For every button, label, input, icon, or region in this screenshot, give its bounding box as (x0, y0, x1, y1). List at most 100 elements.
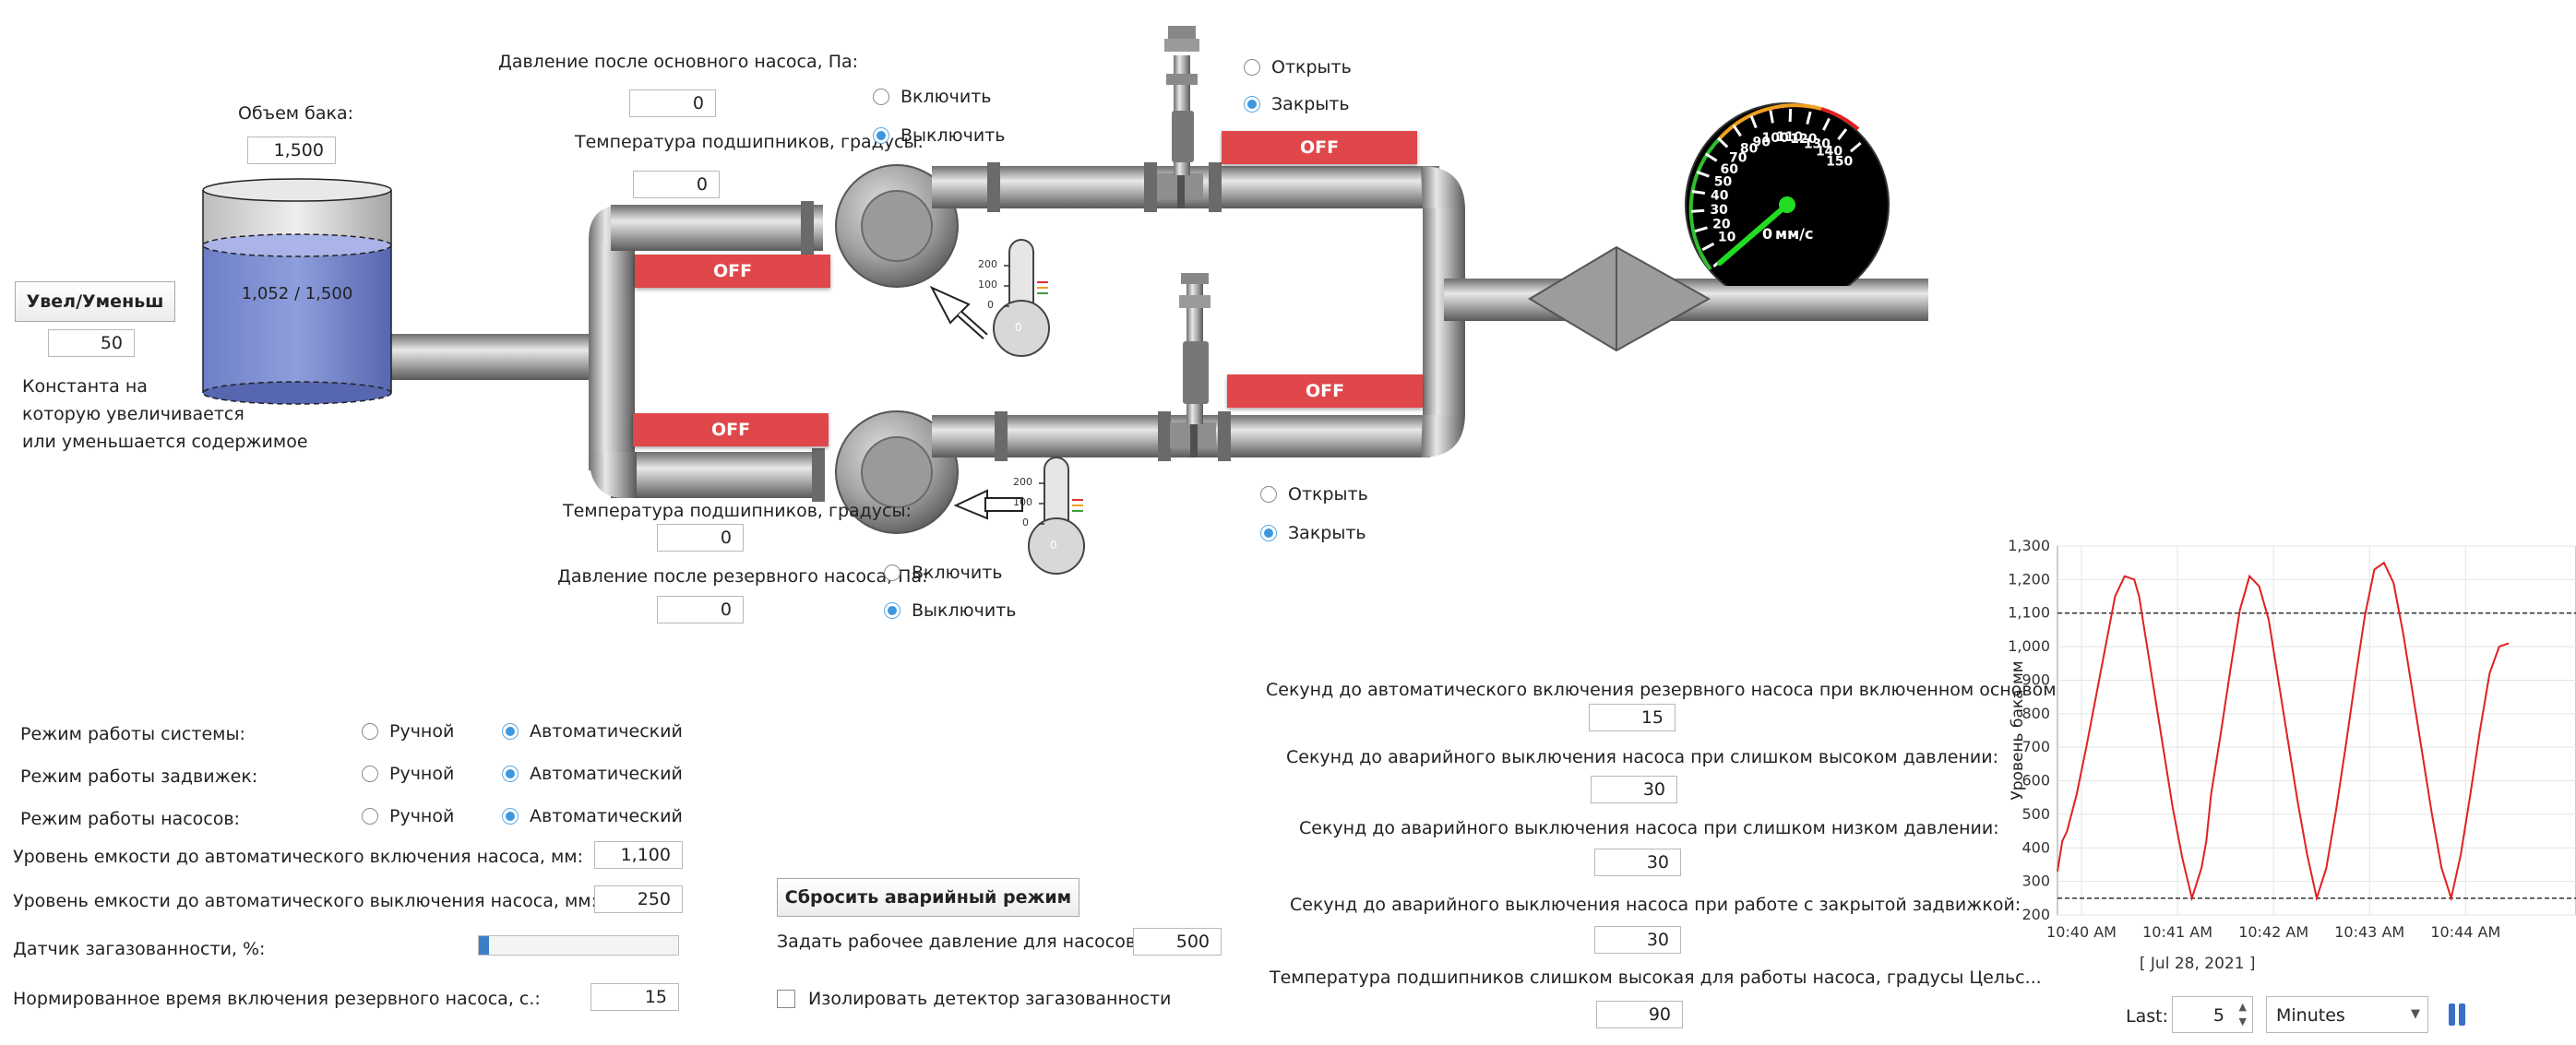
gauge-tick (1732, 124, 1742, 137)
pause-icon[interactable] (2449, 1003, 2467, 1027)
valves-mode-manual-radio[interactable]: Ручной (362, 764, 454, 784)
bottom-valve-status: OFF (1227, 374, 1423, 408)
chart-xlabel: [ Jul 28, 2021 ] (2140, 955, 2256, 973)
chart-plot-area (2057, 545, 2576, 916)
main-bearing-temp-field[interactable]: 0 (633, 171, 720, 198)
gauge-label: 120 (1790, 132, 1817, 147)
system-mode-auto-radio[interactable]: Автоматический (502, 721, 683, 742)
spinner-up-icon[interactable]: ▲ (2238, 1001, 2247, 1013)
isolate-detector-checkbox[interactable]: Изолировать детектор загазованности (777, 989, 1171, 1009)
left-vertical-pipe (589, 240, 635, 470)
inc-dec-button[interactable]: Увел/Уменьш (15, 281, 175, 322)
level-off-field[interactable]: 250 (594, 885, 683, 913)
reserve-time-label: Нормированное время включения резервного… (13, 989, 541, 1009)
gauge-ticks (1691, 109, 1862, 267)
chart-y-tick: 1,000 (2008, 637, 2050, 655)
bottom-valve (1170, 273, 1216, 457)
timer5-field[interactable]: 90 (1596, 1001, 1683, 1028)
main-pressure-label: Давление после основного насоса, Па: (498, 52, 859, 72)
main-pump-status: OFF (635, 255, 830, 288)
timer3-field[interactable]: 30 (1594, 849, 1681, 876)
gauge-tick (1691, 208, 1705, 213)
pumps-mode-auto-radio[interactable]: Автоматический (502, 806, 683, 826)
timer1-field[interactable]: 15 (1589, 704, 1676, 731)
gauge-label: 90 (1753, 135, 1771, 149)
chart-svg: 1,300 1,200 1,100 1,000 900 800 700 600 500 400 30… (2008, 537, 2576, 973)
bottom-valve-open-radio[interactable]: Открыть (1260, 484, 1368, 505)
bottom-valve-close-radio[interactable]: Закрыть (1260, 523, 1366, 543)
chart-unit-select[interactable]: Minutes ▼ (2266, 996, 2428, 1033)
chart-y-tick: 700 (2021, 738, 2050, 755)
timer4-field[interactable]: 30 (1594, 926, 1681, 954)
reserve-pump-status: OFF (633, 413, 829, 446)
chart-y-tick: 200 (2021, 906, 2050, 923)
tank-volume-label: Объем бака: (238, 103, 354, 124)
reserve-thermo-tick-200: 200 (1013, 476, 1032, 488)
top-valve (1157, 26, 1203, 208)
pumps-mode-label: Режим работы насосов: (20, 809, 240, 829)
main-thermo-value: 0 (1015, 321, 1022, 334)
reset-emergency-button[interactable]: Сбросить аварийный режим (777, 878, 1079, 917)
timer5-label: Температура подшипников слишком высокая … (1270, 968, 2042, 988)
chart-last-value: 5 (2212, 1005, 2224, 1026)
gauge-tick (1696, 171, 1710, 178)
chart-x-tick: 10:42 AM (2238, 923, 2308, 941)
gauge-tick (1837, 128, 1848, 141)
top-valve-close-radio[interactable]: Закрыть (1244, 94, 1350, 114)
system-mode-manual-radio[interactable]: Ручной (362, 721, 454, 742)
timer4-label: Секунд до аварийного выключения насоса п… (1290, 895, 2021, 915)
reserve-pump-on-radio[interactable]: Включить (884, 563, 1003, 583)
system-mode-label: Режим работы системы: (20, 724, 245, 744)
level-on-label: Уровень емкости до автоматического включ… (13, 847, 584, 867)
timer2-field[interactable]: 30 (1591, 776, 1677, 803)
level-on-field[interactable]: 1,100 (594, 841, 683, 869)
reserve-time-field[interactable]: 15 (590, 983, 679, 1011)
main-pump-on-radio[interactable]: Включить (873, 87, 992, 107)
main-bearing-temp-label: Температура подшипников, градусы: (575, 132, 924, 152)
gauge-label: 150 (1826, 154, 1853, 169)
gauge-label: 140 (1816, 145, 1843, 160)
top-valve-status: OFF (1222, 131, 1417, 164)
main-pressure-field[interactable]: 0 (629, 89, 716, 117)
work-pressure-field[interactable]: 500 (1133, 928, 1222, 956)
gas-sensor-slider[interactable] (478, 935, 679, 956)
chart-x-tick: 10:41 AM (2142, 923, 2212, 941)
gauge-needle (1717, 202, 1790, 266)
main-pump-off-radio[interactable]: Выключить (873, 125, 1006, 146)
reserve-pressure-field[interactable]: 0 (657, 596, 744, 623)
gauge-label: 20 (1712, 217, 1731, 232)
top-valve-open-radio[interactable]: Открыть (1244, 57, 1352, 77)
tank-volume-field[interactable]: 1,500 (247, 137, 336, 164)
gauge-label: 80 (1740, 142, 1759, 157)
gauge-tick (1769, 110, 1774, 124)
flow-gauge: 10 20 30 40 50 60 70 80 90 100 110 120 130 140 150 0 м… (1683, 101, 1891, 307)
step-field[interactable]: 50 (48, 329, 135, 357)
reserve-thermo-tick-0: 0 (1022, 517, 1029, 528)
main-thermo-tick-200: 200 (978, 258, 997, 270)
gauge-label: 30 (1710, 203, 1728, 218)
chart-y-tick: 1,200 (2008, 570, 2050, 588)
reserve-bearing-temp-field[interactable]: 0 (657, 524, 744, 552)
level-off-label: Уровень емкости до автоматического выклю… (13, 891, 598, 911)
chart-ylabel: Уровень бака мм (2009, 660, 2027, 801)
timer2-label: Секунд до аварийного выключения насоса п… (1286, 747, 1998, 767)
constant-desc-3: или уменьшается содержимое (22, 432, 308, 452)
gauge-label: 70 (1729, 151, 1747, 166)
valves-mode-auto-radio[interactable]: Автоматический (502, 764, 683, 784)
tank-level-text: 1,052 / 1,500 (241, 284, 353, 303)
chart-last-spinner[interactable]: 5 ▲ ▼ (2172, 996, 2253, 1033)
spinner-down-icon[interactable]: ▼ (2238, 1015, 2247, 1027)
gas-sensor-label: Датчик загазованности, %: (13, 939, 266, 959)
gas-sensor-fill (479, 936, 489, 955)
gauge-tick (1717, 137, 1729, 148)
gauge-label: 100 (1762, 131, 1789, 146)
reserve-pump-off-radio[interactable]: Выключить (884, 600, 1017, 621)
filter-diamond (1528, 245, 1711, 352)
chart-x-tick: 10:43 AM (2334, 923, 2404, 941)
pumps-mode-manual-radio[interactable]: Ручной (362, 806, 454, 826)
chart-y-tick: 900 (2021, 671, 2050, 688)
chart-x-tick: 10:40 AM (2046, 923, 2117, 941)
work-pressure-label: Задать рабочее давление для насосов, Па: (777, 932, 1177, 952)
tank-outlet-pipe (388, 334, 609, 380)
